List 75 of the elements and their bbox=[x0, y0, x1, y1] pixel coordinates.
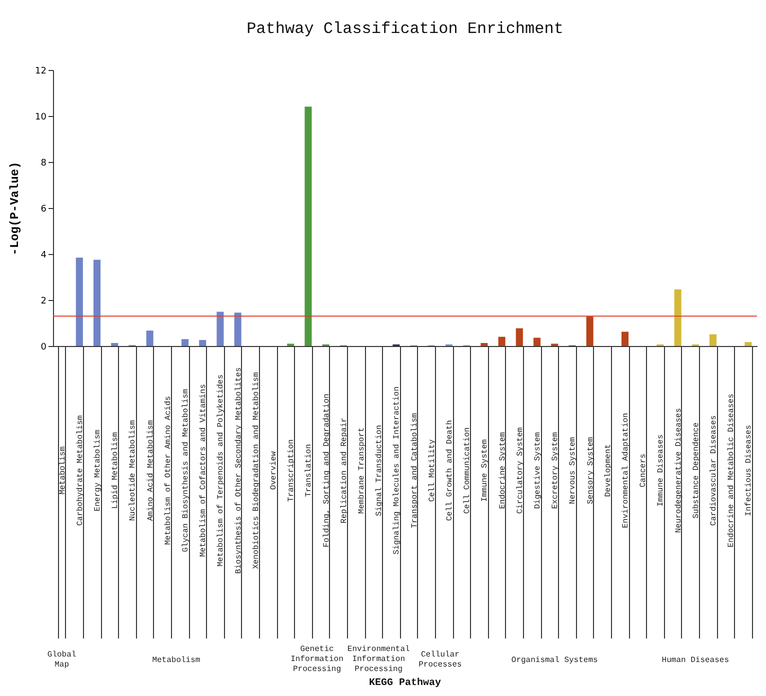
bar bbox=[586, 316, 594, 346]
x-tick-label: Xenobiotics Biodegradation and Metabolism bbox=[252, 372, 261, 569]
x-tick-label: Circulatory System bbox=[516, 427, 525, 514]
x-tick-label: Endocrine System bbox=[498, 432, 508, 509]
y-tick-label: 12 bbox=[35, 66, 46, 76]
y-tick-label: 0 bbox=[40, 342, 47, 352]
bar bbox=[709, 334, 717, 346]
x-tick-label: Infectious Diseases bbox=[744, 424, 754, 516]
y-tick-label: 4 bbox=[40, 250, 47, 260]
x-tick-label: Cell Motility bbox=[428, 439, 437, 502]
bar bbox=[216, 312, 224, 346]
x-tick-label: Immune Diseases bbox=[656, 434, 666, 507]
bar bbox=[304, 106, 312, 346]
x-tick-label: Substance Dependence bbox=[692, 422, 701, 519]
x-tick-label: Excretory System bbox=[551, 432, 560, 509]
text: KEGG Pathway bbox=[368, 677, 442, 689]
bar bbox=[621, 332, 629, 346]
x-tick-label: Cardiovascular Diseases bbox=[710, 415, 718, 526]
bar bbox=[498, 336, 506, 346]
x-tick-label: Cell Growth and Death bbox=[446, 420, 454, 521]
bar bbox=[93, 260, 101, 346]
bar bbox=[111, 343, 118, 346]
x-tick-label: Replication and Repair bbox=[340, 417, 349, 524]
bar bbox=[480, 343, 488, 346]
x-tick-label: Overview bbox=[270, 451, 278, 490]
text: Global Map bbox=[47, 650, 76, 670]
x-tick-label: Amino Acid Metabolism bbox=[146, 420, 156, 521]
x-tick-label: Development bbox=[604, 444, 613, 497]
x-tick-label: Metabolism of Terpenoids and Polyketides bbox=[216, 374, 226, 567]
x-tick-label: Nervous System bbox=[568, 436, 578, 504]
x-tick-label: Lipid Metabolism bbox=[111, 432, 120, 509]
x-tick-label: Signaling Molecules and Interaction bbox=[392, 386, 402, 555]
x-tick-label: Cancers bbox=[639, 454, 648, 488]
x-tick-label: Glycan Biosynthesis and Metabolism bbox=[182, 388, 190, 552]
x-tick-label: Membrane Transport bbox=[358, 427, 366, 514]
text: Metabolism bbox=[152, 656, 200, 665]
x-tick-label: Translation bbox=[304, 444, 314, 497]
bar bbox=[146, 330, 154, 346]
y-tick-label: 8 bbox=[40, 158, 47, 168]
x-tick-label: Cell Communication bbox=[463, 427, 472, 514]
x-tick-label: Digestive System bbox=[534, 432, 542, 509]
x-tick-label: Transport and Catabolism bbox=[410, 412, 420, 528]
y-tick-label: 6 bbox=[40, 204, 47, 214]
x-tick-label: Carbohydrate Metabolism bbox=[76, 415, 85, 526]
x-tick-label: Sensory System bbox=[586, 436, 596, 504]
y-axis-title: -Log(P-Value) bbox=[8, 162, 22, 256]
x-tick-label: Nucleotide Metabolism bbox=[128, 420, 138, 521]
x-tick-label: Signal Transduction bbox=[375, 424, 384, 516]
bar bbox=[234, 312, 242, 346]
x-tick-label: Metabolism of Other Amino Acids bbox=[164, 396, 173, 545]
text: Human Diseases bbox=[662, 656, 730, 665]
bar bbox=[516, 328, 523, 346]
bar bbox=[181, 339, 189, 346]
bar bbox=[199, 340, 206, 346]
x-tick-label: Neurodegenerative Diseases bbox=[674, 408, 684, 533]
x-tick-label: Endocrine and Metabolic Diseases bbox=[727, 393, 736, 548]
x-tick-label: Immune System bbox=[480, 439, 490, 502]
text: Cellular Processes bbox=[418, 650, 462, 670]
text: Organismal Systems bbox=[511, 656, 598, 665]
bar bbox=[76, 258, 83, 346]
x-tick-label: Folding, Sorting and Degradation bbox=[322, 393, 332, 548]
bar bbox=[744, 342, 752, 346]
y-tick-label: 10 bbox=[35, 112, 47, 122]
bar bbox=[674, 289, 682, 346]
x-tick-label: Biosynthesis of Other Secondary Metabolites bbox=[234, 367, 244, 574]
x-tick-label: Environmental Adaptation bbox=[622, 412, 630, 528]
x-tick-label: Metabolism bbox=[58, 446, 68, 495]
x-tick-label: Energy Metabolism bbox=[94, 430, 102, 512]
text: Environmental Information Processing bbox=[347, 645, 410, 674]
text: Genetic Information Processing bbox=[290, 645, 344, 674]
y-tick-label: 2 bbox=[40, 296, 46, 306]
chart-title: Pathway Classification Enrichment bbox=[246, 20, 564, 38]
x-tick-label: Transcription bbox=[287, 439, 296, 502]
bar bbox=[533, 338, 541, 346]
x-tick-label: Metabolism of Cofactors and Vitamins bbox=[199, 384, 208, 557]
